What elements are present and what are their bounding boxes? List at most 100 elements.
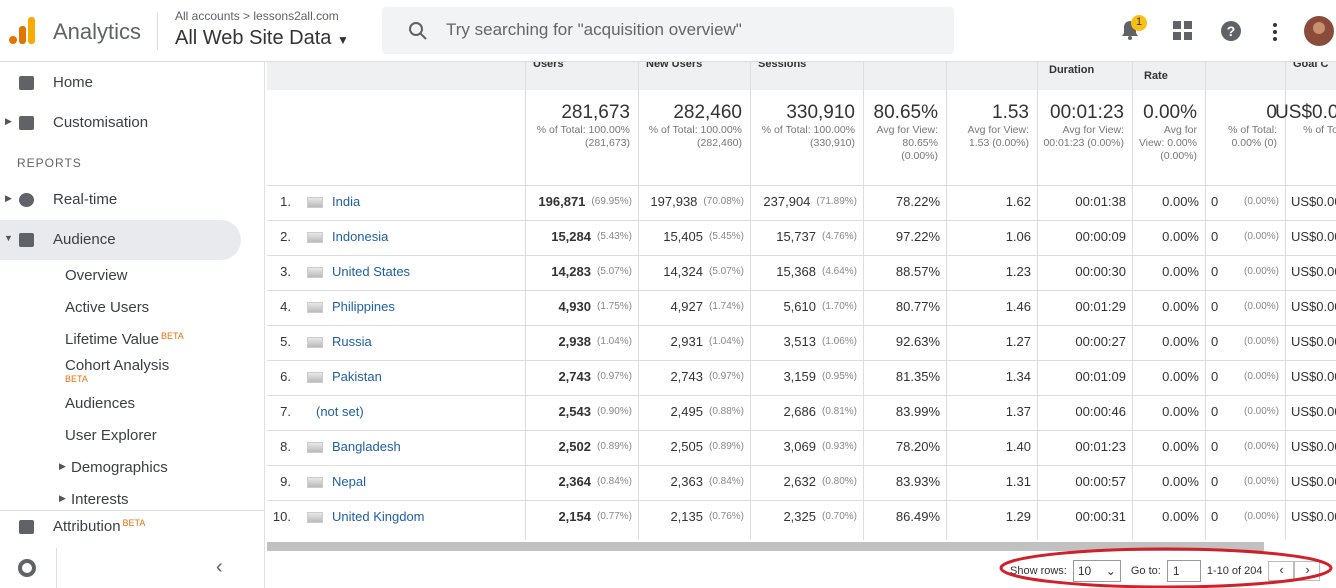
cell: 197,938 (70.08%) bbox=[638, 194, 750, 210]
country-link[interactable]: Philippines bbox=[332, 299, 395, 314]
cell-value: 2,502 bbox=[558, 439, 591, 454]
nav-item[interactable]: Attribution BETA bbox=[53, 518, 145, 535]
flag bbox=[307, 372, 323, 383]
country-link[interactable]: United States bbox=[332, 264, 411, 279]
rank: 7. bbox=[280, 404, 291, 419]
flag bbox=[307, 442, 323, 453]
cell-value: 0.00% bbox=[1162, 229, 1199, 244]
cell: 2,363 (0.84%) bbox=[638, 474, 750, 490]
avatar[interactable] bbox=[1303, 15, 1335, 47]
country-link[interactable]: (not set) bbox=[316, 404, 364, 419]
column-header[interactable]: Rate bbox=[1144, 70, 1168, 82]
total-note: Avg for View: 0.00% (0.00%) bbox=[1138, 124, 1197, 162]
country-link[interactable]: Nepal bbox=[332, 474, 366, 489]
view-selector[interactable]: All Web Site Data ▼ bbox=[175, 27, 349, 49]
cell: 196,871 (69.95%) bbox=[525, 194, 638, 210]
cell-percent: (1.06%) bbox=[821, 336, 857, 347]
country-link[interactable]: Russia bbox=[332, 334, 372, 349]
nav-item[interactable]: Audience bbox=[53, 231, 116, 248]
nav-item[interactable]: User Explorer bbox=[65, 427, 157, 444]
property[interactable]: lessons2all.com bbox=[253, 9, 339, 23]
cell-value: 3,513 bbox=[783, 334, 816, 349]
cell: 0.00% bbox=[1132, 264, 1205, 279]
nav-label: Lifetime Value bbox=[65, 331, 159, 348]
nav-item[interactable]: Real-time bbox=[53, 191, 117, 208]
goto-input[interactable]: 1 bbox=[1166, 560, 1201, 582]
country-link[interactable]: United Kingdom bbox=[332, 509, 425, 524]
column-header[interactable]: New Users bbox=[646, 62, 703, 70]
top-bar: Analytics All accounts > lessons2all.com… bbox=[0, 0, 1336, 62]
range: 1-10 of 204 bbox=[1206, 565, 1263, 577]
cell-percent: (0.00%) bbox=[1243, 266, 1279, 277]
total-value: 0.00% bbox=[1143, 102, 1197, 123]
column-border bbox=[638, 62, 639, 540]
rows-option: 10 bbox=[1077, 564, 1092, 578]
column-header[interactable]: Duration bbox=[1049, 64, 1095, 76]
column-header[interactable]: Users bbox=[533, 62, 564, 70]
cell-value: 00:00:57 bbox=[1075, 474, 1126, 489]
cell-percent: (0.00%) bbox=[1243, 371, 1279, 382]
cell-percent: (1.75%) bbox=[596, 301, 632, 312]
rank: 8. bbox=[280, 439, 291, 454]
beta-badge: BETA bbox=[160, 331, 184, 341]
nav-item[interactable]: Interests bbox=[71, 491, 129, 508]
cell: 83.99% bbox=[863, 404, 946, 419]
row-border bbox=[267, 255, 1336, 256]
country-link[interactable]: Pakistan bbox=[332, 369, 382, 384]
nav-item[interactable]: Active Users bbox=[65, 299, 149, 316]
next-page[interactable]: › bbox=[1294, 561, 1321, 581]
settings-icon[interactable] bbox=[18, 559, 36, 577]
account-root[interactable]: All accounts bbox=[175, 9, 240, 23]
cell-value: 0 bbox=[1211, 509, 1219, 524]
country-link[interactable]: India bbox=[332, 194, 361, 209]
more-icon[interactable] bbox=[1271, 22, 1279, 42]
notifications[interactable] bbox=[1118, 14, 1154, 44]
account-path[interactable]: All accounts > lessons2all.com bbox=[175, 9, 339, 23]
sidebar: Home Customisation ▶ REPORTS Real-time ▶ Audie… bbox=[0, 62, 265, 588]
apps-icon[interactable] bbox=[1173, 21, 1193, 41]
cell-value: 88.57% bbox=[895, 264, 940, 279]
cell-percent: (0.97%) bbox=[596, 371, 632, 382]
cell-percent: (0.00%) bbox=[1243, 231, 1279, 242]
beta-badge: BETA bbox=[65, 374, 88, 384]
selected-bg bbox=[0, 220, 241, 260]
cell: 92.63% bbox=[863, 334, 946, 349]
cell: 00:01:23 bbox=[1037, 439, 1132, 454]
scrollbar[interactable] bbox=[267, 542, 1264, 551]
nav-item[interactable]: Demographics bbox=[71, 459, 168, 476]
cell-value: 2,938 bbox=[558, 334, 591, 349]
collapse-icon[interactable]: ‹ bbox=[216, 556, 223, 578]
cell-percent: (0.76%) bbox=[708, 511, 744, 522]
country-link[interactable]: Bangladesh bbox=[332, 439, 401, 454]
total-note: Avg for View: 1.53 (0.00%) bbox=[967, 124, 1029, 149]
nav-item[interactable]: Customisation bbox=[53, 114, 148, 131]
view-name[interactable]: All Web Site Data bbox=[175, 27, 332, 49]
svg-text:?: ? bbox=[1227, 23, 1236, 39]
help-icon[interactable]: ? bbox=[1220, 20, 1242, 42]
cell-value: 0 bbox=[1211, 264, 1219, 279]
column-header[interactable]: Sessions bbox=[758, 62, 807, 70]
country-link[interactable]: Indonesia bbox=[332, 229, 389, 244]
cell-percent: (0.97%) bbox=[708, 371, 744, 382]
cell-percent: (0.00%) bbox=[1243, 511, 1279, 522]
flag bbox=[307, 232, 323, 243]
nav-label: Audience bbox=[53, 231, 116, 248]
cell: 1.37 bbox=[946, 404, 1037, 419]
nav-item[interactable]: Overview bbox=[65, 267, 128, 284]
cell-value: 0.00% bbox=[1162, 299, 1199, 314]
cell: 0 (0.00%) bbox=[1205, 229, 1285, 245]
cell: 00:00:27 bbox=[1037, 334, 1132, 349]
row-border bbox=[267, 185, 1336, 186]
column-header[interactable]: Goal C bbox=[1293, 62, 1329, 70]
cell: 3,159 (0.95%) bbox=[750, 369, 863, 385]
search-box[interactable]: Try searching for "acquisition overview" bbox=[382, 7, 954, 54]
cell: 2,505 (0.89%) bbox=[638, 439, 750, 455]
nav-item[interactable]: Home bbox=[53, 74, 93, 91]
nav-item[interactable]: Lifetime Value BETA bbox=[65, 331, 184, 348]
rows-select[interactable]: 10 ⌄ bbox=[1072, 560, 1121, 582]
cell-percent: (0.84%) bbox=[708, 476, 744, 487]
cell-value: 196,871 bbox=[538, 194, 586, 209]
nav-item[interactable]: Audiences bbox=[65, 395, 135, 412]
nav-item[interactable]: Cohort Analysis BETA bbox=[65, 357, 169, 384]
